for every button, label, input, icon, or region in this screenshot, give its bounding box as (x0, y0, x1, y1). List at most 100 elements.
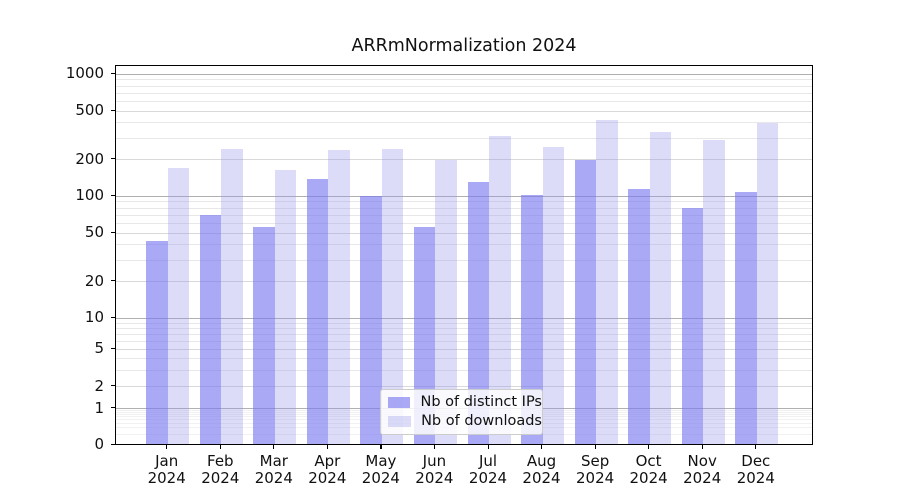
plot-area (115, 65, 813, 445)
gridline (116, 201, 812, 203)
bar-dec-distinct-ips (735, 192, 757, 444)
legend-swatch-downloads (388, 416, 412, 428)
x-tick-label-jun: Jun 2024 (415, 452, 454, 487)
y-tick-mark (111, 280, 115, 282)
bar-apr-downloads (328, 150, 350, 444)
legend-label-downloads: Nb of downloads (421, 413, 542, 430)
x-tick-mark (326, 445, 328, 449)
bar-jan-distinct-ips (146, 241, 168, 444)
legend-swatch-distinct-ips (388, 396, 411, 408)
y-tick-label: 0 (94, 435, 104, 453)
x-tick-mark (541, 445, 543, 449)
y-tick-mark (111, 407, 115, 409)
x-tick-label-nov: Nov 2024 (683, 452, 722, 487)
x-tick-mark (219, 445, 221, 449)
legend-label-distinct-ips: Nb of distinct IPs (420, 393, 542, 410)
gridline (116, 369, 812, 371)
y-tick-label: 1000 (65, 64, 104, 83)
gridline (116, 207, 812, 209)
bar-aug-distinct-ips (521, 195, 543, 444)
y-tick-mark (111, 316, 115, 318)
y-tick-mark (111, 109, 115, 111)
bar-jul-distinct-ips (467, 182, 489, 444)
legend-entry-distinct-ips: Nb of distinct IPs (381, 393, 542, 410)
y-tick-mark (111, 443, 115, 445)
x-tick-mark (166, 445, 168, 449)
bar-oct-downloads (649, 131, 672, 444)
y-tick-label: 10 (84, 308, 104, 327)
bar-nov-distinct-ips (681, 208, 704, 444)
y-tick-label: 1 (94, 398, 104, 417)
bar-may-downloads (381, 148, 404, 444)
gridline (116, 340, 812, 342)
gridline (116, 85, 812, 87)
gridline (116, 214, 812, 216)
x-tick-label-sep: Sep 2024 (576, 452, 615, 487)
bar-mar-downloads (274, 170, 297, 444)
gridline (116, 195, 812, 197)
x-tick-mark (594, 445, 596, 449)
bar-sep-distinct-ips (574, 159, 597, 444)
gridline (116, 281, 812, 283)
bar-jun-downloads (435, 159, 457, 444)
y-tick-label: 2 (94, 376, 104, 395)
bar-feb-distinct-ips (199, 215, 222, 444)
y-tick-mark (111, 385, 115, 387)
gridline (116, 73, 812, 75)
legend: Nb of distinct IPs Nb of downloads (380, 389, 543, 435)
bar-jan-downloads (167, 168, 190, 444)
gridline (116, 259, 812, 261)
gridline (116, 232, 812, 234)
gridline (116, 79, 812, 81)
gridline (116, 110, 812, 112)
x-tick-mark (755, 445, 757, 449)
bar-feb-downloads (221, 148, 243, 444)
x-tick-label-oct: Oct 2024 (629, 452, 668, 487)
y-tick-label: 200 (75, 149, 104, 168)
x-tick-mark (701, 445, 703, 449)
gridline (116, 222, 812, 224)
y-tick-mark (111, 231, 115, 233)
y-tick-label: 50 (84, 223, 104, 241)
gridline (116, 322, 812, 324)
bar-sep-downloads (596, 120, 618, 444)
bar-dec-downloads (756, 122, 779, 444)
y-tick-label: 500 (75, 101, 104, 119)
x-tick-mark (487, 445, 489, 449)
x-tick-label-apr: Apr 2024 (308, 452, 347, 487)
y-tick-mark (111, 347, 115, 349)
gridline (116, 348, 812, 350)
gridline (116, 100, 812, 102)
x-tick-label-jul: Jul 2024 (468, 452, 508, 487)
gridline (116, 244, 812, 246)
gridline (116, 327, 812, 329)
bar-nov-downloads (703, 139, 725, 444)
x-tick-label-feb: Feb 2024 (201, 452, 240, 487)
bar-apr-distinct-ips (306, 178, 329, 444)
y-tick-mark (111, 72, 115, 74)
legend-entry-downloads: Nb of downloads (381, 414, 542, 429)
gridline (116, 122, 812, 124)
y-tick-label: 20 (84, 271, 104, 290)
x-tick-label-mar: Mar 2024 (254, 452, 293, 487)
gridline (116, 357, 812, 359)
x-tick-mark (380, 445, 382, 449)
y-tick-mark (111, 158, 115, 160)
x-tick-label-dec: Dec 2024 (736, 452, 775, 487)
x-tick-mark (648, 445, 650, 449)
x-tick-mark (273, 445, 275, 449)
bar-mar-distinct-ips (253, 227, 275, 444)
y-tick-mark (111, 194, 115, 196)
y-tick-label: 100 (75, 186, 104, 205)
bar-oct-distinct-ips (628, 189, 650, 444)
x-tick-mark (433, 445, 436, 449)
x-tick-label-may: May 2024 (361, 452, 400, 487)
gridline (116, 386, 812, 388)
bar-may-distinct-ips (360, 196, 382, 444)
y-tick-label: 5 (94, 339, 104, 358)
chart-title: ARRmNormalization 2024 (351, 36, 577, 56)
bar-jul-downloads (489, 136, 511, 444)
gridline (116, 137, 812, 139)
gridline (116, 317, 812, 319)
